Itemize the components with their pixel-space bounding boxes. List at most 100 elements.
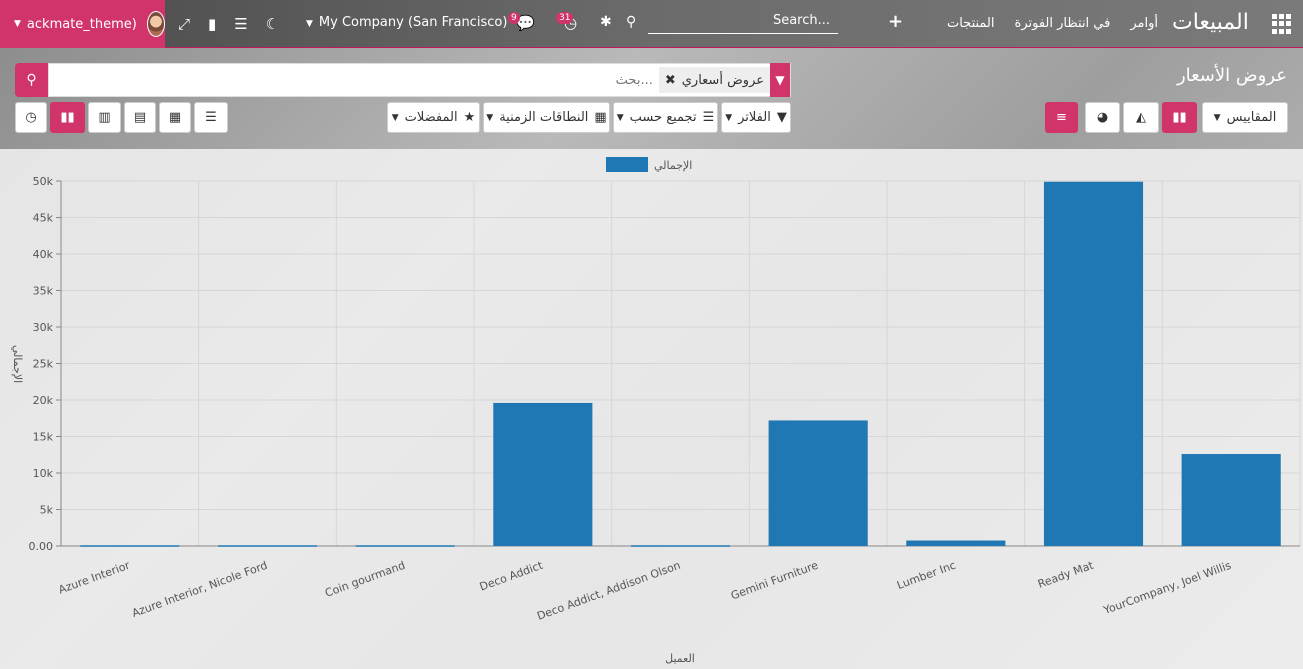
bar[interactable] <box>906 540 1006 546</box>
clock-icon: ◷ <box>25 110 37 125</box>
kanban-icon: ▦ <box>168 110 182 125</box>
search-field: ✖ عروض أسعاري ▼ <box>48 63 791 97</box>
graph-view-button[interactable]: ▮▮ <box>50 102 85 133</box>
filters-label: الفلاتر <box>738 110 771 125</box>
avatar <box>146 11 165 37</box>
y-tick-label: 20k <box>33 394 54 407</box>
activity-view-button[interactable]: ◷ <box>15 102 47 133</box>
stacked-button[interactable]: ≡ <box>1045 102 1078 133</box>
clock-icon[interactable]: 31 ◷ <box>556 12 577 32</box>
calendar-icon: ▤ <box>133 110 147 125</box>
search-icon[interactable]: ⚲ <box>626 14 637 30</box>
bar-chart-icon: ▮▮ <box>60 110 75 125</box>
x-axis-label: العميل <box>665 652 695 665</box>
bar[interactable] <box>217 545 318 547</box>
main-menu: أوامر في انتظار الفوترة المنتجات <box>947 16 1158 31</box>
calendar-icon: ▦ <box>594 110 607 125</box>
calendar-view-button[interactable]: ▤ <box>124 102 156 133</box>
y-tick-label: 15k <box>33 431 54 444</box>
pivot-view-button[interactable]: ▥ <box>88 102 121 133</box>
bar[interactable] <box>355 545 455 547</box>
search-input[interactable] <box>352 72 653 88</box>
filters-dropdown[interactable]: ▼ الفلاتر ▼ <box>721 102 791 133</box>
menu-item-orders[interactable]: أوامر <box>1130 16 1158 31</box>
y-tick-label: 50k <box>33 175 54 188</box>
list-icon[interactable]: ☰ <box>234 15 248 33</box>
list-view-button[interactable]: ☰ <box>194 102 228 133</box>
x-tick-label: Azure Interior <box>57 559 132 597</box>
table-icon: ▥ <box>98 110 111 125</box>
breadcrumb: عروض الأسعار <box>1176 65 1287 86</box>
x-tick-label: YourCompany, Joel Willis <box>1101 559 1233 618</box>
search-bar: ⚲ ✖ عروض أسعاري ▼ <box>15 63 791 97</box>
nav-search-input[interactable] <box>648 8 838 34</box>
chevron-down-icon: ▼ <box>14 19 21 29</box>
activity-badge: 31 <box>556 12 574 24</box>
kanban-view-button[interactable]: ▦ <box>159 102 191 133</box>
search-icon: ⚲ <box>26 72 37 88</box>
x-tick-label: Azure Interior, Nicole Ford <box>130 559 269 620</box>
star-icon: ★ <box>463 110 476 125</box>
y-tick-label: 10k <box>33 467 54 480</box>
favorites-dropdown[interactable]: ▼ المفضلات ★ <box>387 102 480 133</box>
bar[interactable] <box>493 402 593 546</box>
bar-chart: 0.00 5k 10k 15k 20k 25k 30k 35k 40k 45k 50k Azure … <box>11 157 1301 665</box>
plus-icon[interactable]: + <box>888 11 904 32</box>
bar-chart-icon: ▮▮ <box>1172 110 1187 125</box>
app-title[interactable]: المبيعات <box>1172 10 1249 35</box>
measures-dropdown[interactable]: ▼ المقاييس <box>1202 102 1288 133</box>
chevron-down-icon: ▼ <box>725 112 733 123</box>
y-tick-label: 0.00 <box>29 540 54 553</box>
line-chart-button[interactable]: ◭ <box>1123 102 1159 133</box>
facet-text: عروض أسعاري <box>681 72 764 88</box>
expand-icon[interactable]: ⤢ <box>178 15 191 33</box>
bar[interactable] <box>630 545 731 547</box>
chat-icon[interactable]: 9 💬 <box>508 12 535 32</box>
x-tick-label: Coin gourmand <box>323 559 407 600</box>
measures-label: المقاييس <box>1226 110 1277 125</box>
x-tick-label: Deco Addict, Addison Olson <box>535 559 682 623</box>
bar[interactable] <box>80 545 180 547</box>
filter-icon: ▼ <box>770 63 790 97</box>
chevron-down-icon: ▼ <box>1213 112 1221 123</box>
list-icon: ☰ <box>702 110 715 125</box>
y-tick-label: 40k <box>33 248 54 261</box>
menu-item-to-invoice[interactable]: في انتظار الفوترة <box>1014 16 1111 31</box>
legend-label: الإجمالي <box>654 159 692 172</box>
search-button[interactable]: ⚲ <box>15 63 48 97</box>
filter-icon: ▼ <box>776 110 787 125</box>
search-facet: ✖ عروض أسعاري ▼ <box>658 63 790 97</box>
chevron-down-icon: ▼ <box>486 112 494 123</box>
user-menu[interactable]: ▼ ackmate_theme) <box>0 0 165 48</box>
chat-badge: 9 <box>508 12 520 24</box>
chevron-down-icon: ▼ <box>306 19 313 29</box>
list-icon: ☰ <box>205 110 217 125</box>
pie-chart-icon: ◕ <box>1096 110 1109 125</box>
apps-icon[interactable] <box>1272 14 1292 34</box>
favorites-label: المفضلات <box>404 110 458 125</box>
bar[interactable] <box>768 420 868 546</box>
bar-chart-button[interactable]: ▮▮ <box>1162 102 1197 133</box>
user-name: ackmate_theme) <box>26 16 137 32</box>
y-axis-label: الإجمالي <box>11 345 24 383</box>
bug-icon[interactable]: ✱ <box>600 14 612 30</box>
moon-icon[interactable]: ☾ <box>265 15 280 33</box>
x-tick-label: Ready Mat <box>1036 558 1096 590</box>
timeranges-label: النطاقات الزمنية <box>499 110 589 125</box>
x-tick-label: Deco Addict <box>478 558 545 593</box>
bar[interactable] <box>1043 181 1144 547</box>
area-chart-icon: ◭ <box>1136 110 1146 125</box>
bar[interactable] <box>1181 454 1281 546</box>
timeranges-dropdown[interactable]: ▼ النطاقات الزمنية ▦ <box>483 102 610 133</box>
bookmark-icon[interactable]: ▮ <box>208 15 217 33</box>
pie-chart-button[interactable]: ◕ <box>1085 102 1120 133</box>
chevron-down-icon: ▼ <box>391 112 399 123</box>
company-switcher[interactable]: ▼ My Company (San Francisco) <box>306 15 507 30</box>
legend-swatch[interactable] <box>606 157 648 172</box>
nav-icon-group: ⤢ ▮ ☰ ☾ <box>178 0 279 48</box>
control-panel: عروض الأسعار ⚲ ✖ عروض أسعاري ▼ ▼ المقايي… <box>0 49 1303 149</box>
menu-item-products[interactable]: المنتجات <box>946 16 995 31</box>
close-icon[interactable]: ✖ <box>664 72 676 88</box>
groupby-dropdown[interactable]: ▼ تجميع حسب ☰ <box>613 102 718 133</box>
database-icon: ≡ <box>1056 110 1067 125</box>
